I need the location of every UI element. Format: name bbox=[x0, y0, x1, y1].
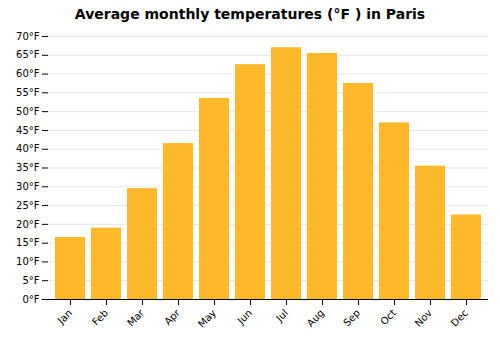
svg-text:50°F: 50°F bbox=[16, 106, 40, 117]
svg-text:Nov: Nov bbox=[413, 307, 435, 329]
svg-text:15°F: 15°F bbox=[16, 237, 40, 248]
svg-text:25°F: 25°F bbox=[16, 200, 40, 211]
svg-text:65°F: 65°F bbox=[16, 49, 40, 60]
svg-text:Sep: Sep bbox=[341, 307, 362, 328]
svg-text:Feb: Feb bbox=[90, 307, 110, 327]
svg-text:Dec: Dec bbox=[449, 307, 470, 328]
svg-text:0°F: 0°F bbox=[22, 294, 39, 305]
svg-text:Aug: Aug bbox=[305, 307, 327, 329]
svg-text:30°F: 30°F bbox=[16, 181, 40, 192]
svg-text:Jul: Jul bbox=[273, 307, 290, 324]
svg-text:55°F: 55°F bbox=[16, 87, 40, 98]
svg-text:Jun: Jun bbox=[235, 307, 255, 327]
svg-text:70°F: 70°F bbox=[16, 31, 40, 42]
svg-text:45°F: 45°F bbox=[16, 125, 40, 136]
svg-text:40°F: 40°F bbox=[16, 143, 40, 154]
svg-text:Oct: Oct bbox=[378, 307, 398, 327]
html-text:Average monthly temperatures (: Average monthly temperatures (°F ) in Pa… bbox=[74, 6, 426, 22]
svg-text:Apr: Apr bbox=[162, 307, 183, 328]
svg-text:60°F: 60°F bbox=[16, 68, 40, 79]
svg-text:Jan: Jan bbox=[55, 307, 74, 326]
svg-text:20°F: 20°F bbox=[16, 219, 40, 230]
svg-text:May: May bbox=[196, 307, 218, 329]
svg-text:10°F: 10°F bbox=[16, 256, 40, 267]
svg-text:5°F: 5°F bbox=[22, 275, 39, 286]
svg-text:35°F: 35°F bbox=[16, 162, 40, 173]
svg-text:Mar: Mar bbox=[125, 307, 147, 329]
